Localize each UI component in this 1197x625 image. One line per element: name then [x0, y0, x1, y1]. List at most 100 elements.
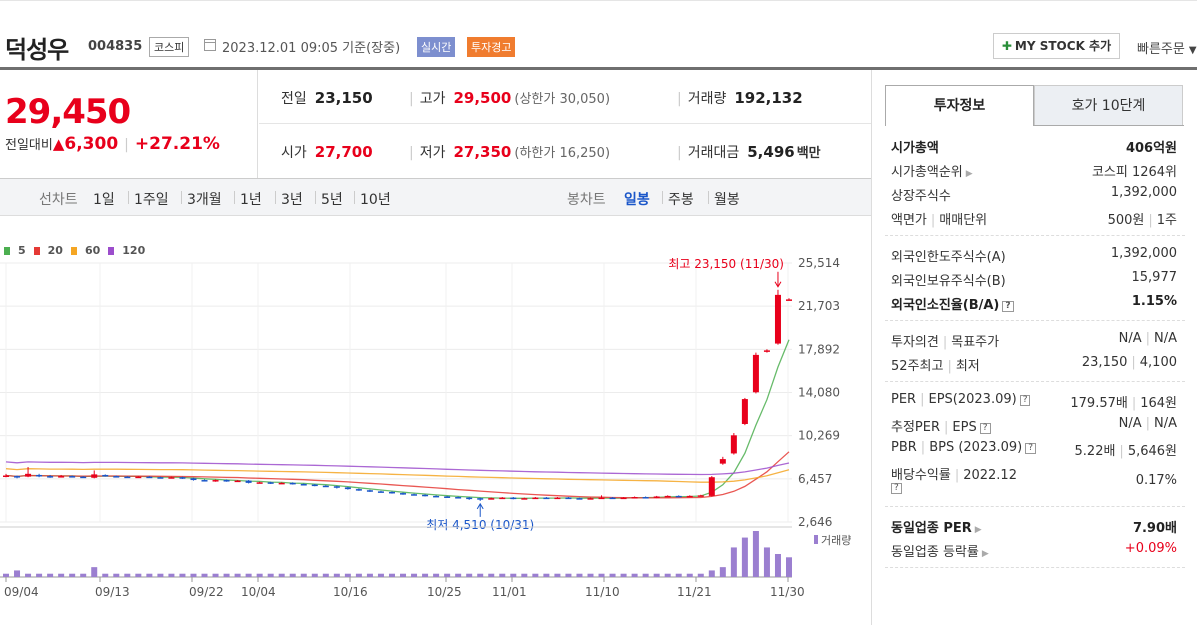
- legend-item[interactable]: 5: [4, 244, 26, 257]
- candle-body: [697, 495, 704, 497]
- volume-bar: [730, 547, 737, 577]
- info-value: +0.09%: [1124, 541, 1177, 556]
- y-tick-label: 21,703: [798, 299, 840, 313]
- volume-bar: [477, 573, 484, 577]
- candle-body: [14, 476, 21, 478]
- volume-bar: [300, 573, 307, 577]
- volume-bar: [400, 573, 407, 577]
- candle-period-option[interactable]: 일봉: [624, 192, 650, 208]
- volume-bar: [366, 573, 373, 577]
- info-key[interactable]: 동일업종 등락률 ▶: [891, 545, 989, 560]
- volume-bar: [620, 573, 627, 577]
- x-tick-label: 09/04: [4, 585, 39, 599]
- volume-bar: [80, 573, 87, 577]
- volume-bar: [697, 573, 704, 577]
- candle-body: [587, 498, 594, 500]
- period-option[interactable]: 1일: [93, 192, 115, 208]
- volume-bar: [719, 567, 726, 577]
- tab-investment-info[interactable]: 투자정보: [885, 85, 1034, 126]
- help-icon[interactable]: ?: [1025, 443, 1037, 454]
- info-row: 외국인소진율(B/A)? 1.15%: [885, 290, 1185, 314]
- period-option[interactable]: 1년: [240, 192, 262, 208]
- legend-item[interactable]: 20: [33, 244, 63, 257]
- period-option[interactable]: 10년: [360, 192, 391, 208]
- period-option[interactable]: 3년: [281, 192, 303, 208]
- info-key: 액면가 | 매매단위: [891, 213, 988, 228]
- x-tick-label: 09/13: [95, 585, 130, 599]
- info-value: 코스피 1264위: [1091, 165, 1177, 180]
- volume-bar: [576, 573, 583, 577]
- info-value: 500원 | 1주: [1107, 213, 1177, 228]
- plus-icon: ✚: [1001, 39, 1012, 53]
- warning-badge[interactable]: 투자경고: [467, 37, 516, 57]
- chart-period-bar: 선차트 봉차트 1일 1주일 3개월 1년 3년 5년 10년 일봉 주봉 월봉: [0, 178, 871, 216]
- info-row: 추정PER | EPS? N/A | N/A: [885, 412, 1185, 436]
- add-my-stock-button[interactable]: ✚ MY STOCK 추가: [993, 33, 1120, 59]
- candle-body: [377, 491, 384, 493]
- period-option[interactable]: 3개월: [187, 192, 222, 208]
- volume-bar: [422, 573, 429, 577]
- candle-body: [322, 485, 329, 488]
- candle-period-option[interactable]: 주봉: [668, 192, 694, 208]
- tab-order-book[interactable]: 호가 10단계: [1034, 85, 1183, 126]
- x-tick-label: 11/30: [770, 585, 805, 599]
- candle-body: [664, 495, 671, 498]
- candle-body: [477, 498, 484, 500]
- volume-bar: [36, 573, 43, 577]
- info-key: 외국인보유주식수(B): [891, 274, 1006, 289]
- legend-item[interactable]: 60: [70, 244, 100, 257]
- volume-bar: [587, 573, 594, 577]
- help-icon[interactable]: ?: [1002, 301, 1014, 312]
- info-value: 7.90배: [1132, 521, 1177, 536]
- volume-bar: [675, 573, 682, 577]
- info-key: 추정PER | EPS?: [891, 416, 991, 435]
- volume-legend-swatch: [814, 535, 818, 544]
- volume-bar: [355, 573, 362, 577]
- volume-bar: [267, 573, 274, 577]
- info-key[interactable]: 동일업종 PER ▶: [891, 521, 982, 536]
- candle-body: [36, 474, 43, 477]
- caret-right-icon: ▶: [981, 549, 989, 559]
- candle-body: [422, 494, 429, 497]
- moving-average-line: [5, 468, 790, 483]
- candle-body: [190, 478, 197, 481]
- moving-average-legend: 5 20 60 120: [4, 244, 153, 257]
- candle-body: [609, 497, 616, 500]
- high-annotation: 최고 23,150 (11/30): [668, 257, 784, 271]
- candle-body: [58, 476, 65, 478]
- x-tick-label: 11/21: [677, 585, 712, 599]
- candle-body: [113, 476, 120, 478]
- quick-order-label: 빠른주문: [1137, 42, 1185, 57]
- candle-body: [91, 474, 98, 478]
- volume-bar: [14, 570, 21, 577]
- candle-body: [411, 494, 418, 496]
- info-key[interactable]: 시가총액순위 ▶: [891, 165, 973, 180]
- info-key: 52주최고 | 최저: [891, 359, 980, 374]
- info-key: 외국인소진율(B/A)?: [891, 294, 1014, 313]
- period-option[interactable]: 5년: [321, 192, 343, 208]
- candle-body: [212, 480, 219, 482]
- candle-body: [752, 354, 759, 393]
- candle-body: [245, 480, 252, 483]
- volume-bar: [411, 573, 418, 577]
- up-triangle-icon: ▲: [52, 135, 65, 153]
- candle-period-option[interactable]: 월봉: [714, 192, 740, 208]
- info-group: 시가총액 406억원 시가총액순위 ▶ 코스피 1264위 상장주식수 1,392,000 액…: [885, 127, 1185, 236]
- candle-body: [3, 475, 9, 478]
- volume-bar: [223, 573, 230, 577]
- quick-order-dropdown[interactable]: 빠른주문 ▼: [1137, 38, 1197, 57]
- candle-body: [708, 477, 715, 496]
- info-value: 406억원: [1125, 141, 1177, 156]
- volume-bar: [664, 573, 671, 577]
- volume-bar: [278, 573, 285, 577]
- realtime-badge[interactable]: 실시간: [417, 37, 456, 57]
- help-icon[interactable]: ?: [979, 423, 991, 434]
- help-icon[interactable]: ?: [891, 483, 902, 494]
- candle-body: [521, 498, 528, 500]
- period-option[interactable]: 1주일: [134, 192, 169, 208]
- volume-bar: [521, 573, 528, 577]
- help-icon[interactable]: ?: [1019, 395, 1031, 406]
- legend-item[interactable]: 120: [108, 244, 145, 257]
- info-row: PBR | BPS (2023.09)? 5.22배 | 5,646원: [885, 436, 1185, 460]
